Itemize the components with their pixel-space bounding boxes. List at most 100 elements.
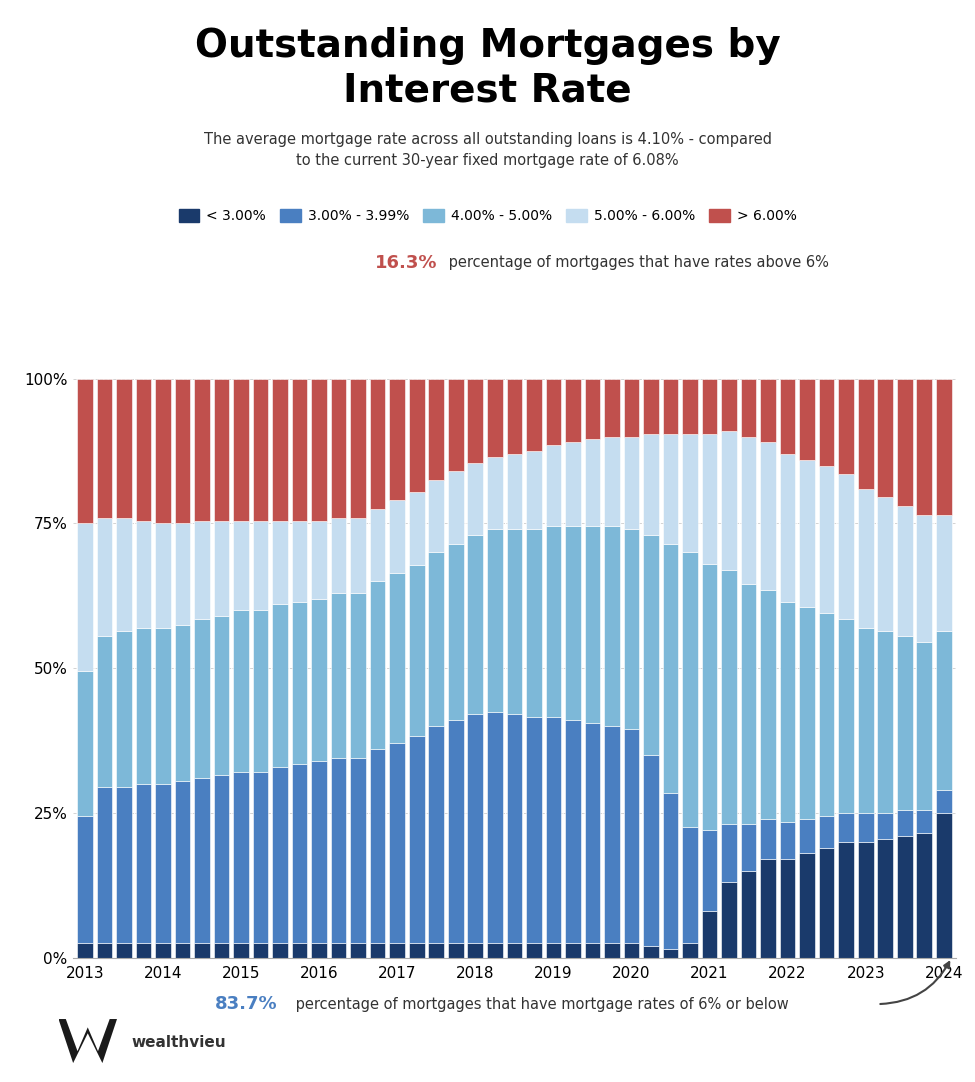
Bar [467,535,483,714]
Bar [448,472,463,543]
Bar [214,520,229,616]
Bar [77,524,93,671]
Bar [585,723,601,944]
Bar [487,529,502,712]
Bar [702,564,718,830]
Bar [311,520,327,598]
Bar [916,833,932,958]
Bar [838,842,854,958]
Bar [506,379,523,454]
Bar [175,944,190,958]
Bar [175,524,190,624]
Bar [663,379,679,434]
Bar [682,434,698,552]
Bar [800,379,815,460]
Bar [292,764,307,944]
Bar [77,379,93,524]
Bar [292,602,307,764]
Bar [741,436,757,584]
Bar [566,379,581,443]
Bar [175,624,190,781]
Legend: < 3.00%, 3.00% - 3.99%, 4.00% - 5.00%, 5.00% - 6.00%, > 6.00%: < 3.00%, 3.00% - 3.99%, 4.00% - 5.00%, 5… [173,203,802,229]
Bar [292,520,307,602]
Bar [350,757,366,944]
Bar [350,379,366,517]
Bar [253,520,268,610]
Bar [389,500,405,572]
Bar [741,379,757,436]
Bar [916,642,932,810]
Bar [702,379,718,434]
Bar [644,755,659,946]
Bar [272,379,288,520]
Bar [760,819,776,859]
Bar [897,379,913,506]
Bar [644,535,659,755]
Bar [722,570,737,824]
Bar [311,379,327,520]
Bar [194,944,210,958]
Bar [897,810,913,836]
Bar [800,854,815,958]
Bar [936,379,952,515]
Bar [428,944,444,958]
Bar [624,436,640,529]
Bar [428,726,444,944]
Bar [370,944,385,958]
Bar [858,379,874,489]
Bar [487,457,502,529]
Bar [506,529,523,714]
Bar [155,783,171,944]
Bar [663,949,679,958]
Bar [780,454,796,602]
Bar [428,552,444,726]
Bar [936,631,952,790]
Bar [897,836,913,958]
Bar [214,944,229,958]
Bar [448,379,463,472]
Bar [487,944,502,958]
Bar [800,607,815,819]
Bar [467,379,483,463]
Bar [331,944,346,958]
Bar [897,506,913,636]
Bar [858,813,874,842]
Bar [760,379,776,443]
Bar [253,610,268,773]
Bar [936,790,952,813]
Bar [722,824,737,882]
Text: percentage of mortgages that have mortgage rates of 6% or below: percentage of mortgages that have mortga… [291,997,789,1012]
Bar [546,526,562,717]
Bar [331,757,346,944]
Bar [272,944,288,958]
Bar [194,520,210,619]
Bar [136,628,151,783]
Bar [350,593,366,757]
Bar [506,944,523,958]
Bar [389,743,405,944]
Bar [838,474,854,619]
Bar [350,944,366,958]
Bar [604,944,620,958]
Bar [97,787,112,944]
Bar [467,463,483,535]
Bar [97,944,112,958]
Bar [487,712,502,944]
Bar [77,944,93,958]
Bar [409,944,424,958]
Bar [253,944,268,958]
Bar [585,439,601,526]
Bar [409,379,424,492]
Bar [878,379,893,498]
Bar [175,379,190,524]
Bar [682,379,698,434]
Bar [194,619,210,778]
Bar [214,379,229,520]
Text: wealthvieu: wealthvieu [132,1035,226,1051]
Bar [233,610,249,773]
Bar [546,944,562,958]
Bar [858,489,874,628]
Bar [800,819,815,854]
Bar [331,379,346,517]
Bar [566,721,581,944]
